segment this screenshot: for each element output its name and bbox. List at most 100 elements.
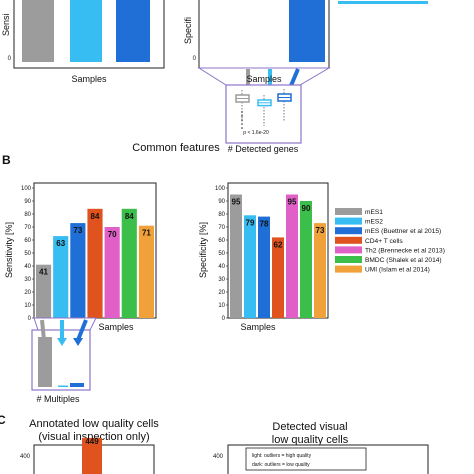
y-tick-label: 70 [24, 225, 31, 231]
y-tick-label: 80 [24, 212, 31, 218]
bar [22, 0, 54, 62]
chart-subtitle: (visual inspection only) [38, 431, 149, 443]
outlier-point [241, 119, 243, 121]
legend-label: BMDC (Shalek et al 2014) [365, 257, 442, 264]
bar [82, 437, 102, 474]
chart-title: Annotated low quality cells [29, 418, 159, 430]
panel-a-specificity-chart: Specifi 0 Samples [183, 0, 330, 94]
panel-label-c: C [0, 413, 6, 427]
y-tick-label: 80 [218, 212, 225, 218]
chart-title: Detected visual [272, 421, 347, 433]
y-tick-label: 90 [218, 199, 225, 205]
plot-frame [227, 444, 429, 474]
y-tick-label: 40 [218, 264, 225, 270]
zoom-arrowhead [73, 338, 83, 346]
y-tick-label: 60 [218, 238, 225, 244]
outlier-point [241, 115, 243, 117]
bar-value-label: 79 [246, 218, 255, 227]
outlier-point [241, 123, 243, 125]
y-tick-label: 50 [218, 251, 225, 257]
panel-c-annotated-chart: Annotated low quality cells (visual insp… [20, 418, 159, 474]
y-axis-label: Sensi [1, 13, 11, 36]
legend-label: Th2 (Brennecke et al 2013) [365, 247, 445, 254]
legend-label: mES (Buettner et al 2015) [365, 228, 441, 235]
legend-swatch [335, 236, 362, 244]
bar [70, 383, 84, 387]
y-tick-label: 100 [215, 186, 226, 192]
inset-x-label: # Detected genes [228, 144, 299, 154]
legend-swatch-fragment [338, 1, 428, 4]
y-tick-label: 0 [8, 56, 12, 62]
bar-value-label: 84 [91, 212, 100, 221]
panel-a-sensitivity-chart: Sensi 0 Samples [1, 0, 165, 84]
y-tick-label: 10 [218, 303, 225, 309]
bar [286, 194, 298, 318]
panel-b-inset: # Multiples [31, 317, 97, 404]
x-axis-label: Samples [98, 322, 134, 332]
y-tick-label: 90 [24, 199, 31, 205]
bar-value-label: 73 [316, 226, 325, 235]
y-axis-label: Specifi [183, 17, 193, 44]
bar-value-label: 70 [108, 230, 117, 239]
legend-swatch [335, 256, 362, 263]
legend-swatch [335, 246, 362, 254]
inset-x-label: # Multiples [36, 394, 80, 404]
outlier-point [241, 127, 243, 129]
bar [272, 237, 284, 318]
bar-value-label: 449 [85, 437, 99, 446]
y-tick-label: 0 [193, 56, 197, 62]
bar [300, 201, 312, 318]
legend-swatch [335, 265, 362, 273]
bar [314, 223, 326, 318]
legend-label: mES2 [365, 219, 383, 226]
plot-frame [13, 0, 165, 69]
bar [53, 236, 69, 318]
y-tick-label: 0 [28, 316, 32, 322]
panel-c-detected-chart: Detected visual low quality cells 400 li… [213, 421, 429, 474]
bar [289, 0, 325, 62]
bar-value-label: 73 [73, 226, 82, 235]
legend-label: mES1 [365, 209, 383, 216]
y-tick-label: 20 [24, 290, 31, 296]
bar [38, 337, 52, 387]
x-axis-label: Samples [240, 322, 276, 332]
panel-b-title: Common features [132, 142, 220, 154]
zoom-arrow [76, 319, 88, 341]
bar-value-label: 62 [274, 240, 283, 249]
bar-value-label: 41 [39, 268, 48, 277]
bar [70, 0, 102, 62]
y-tick-label: 20 [218, 290, 225, 296]
y-tick-label: 10 [24, 303, 31, 309]
bar-value-label: 84 [125, 212, 134, 221]
outlier-point [241, 111, 243, 113]
y-axis-label: Specificity [%] [198, 222, 208, 278]
y-tick-label: 0 [222, 316, 226, 322]
y-tick-label: 70 [218, 225, 225, 231]
legend-label: UMI (Islam et al 2014) [365, 267, 430, 274]
y-tick-label: 400 [213, 454, 224, 460]
y-axis-label: Sensitivity [%] [4, 222, 14, 278]
y-tick-label: 60 [24, 238, 31, 244]
x-axis-label: Samples [246, 74, 282, 84]
chart-subtitle: low quality cells [272, 434, 349, 446]
panel-b-sensitivity-chart: 0 10 20 30 40 50 60 70 80 90 100 41 63 73 84 70 84 71 Se… [4, 182, 157, 332]
bar [138, 225, 154, 318]
zoom-arrowhead [57, 338, 67, 346]
legend-swatch [335, 217, 362, 225]
bar [116, 0, 150, 62]
bar [58, 385, 68, 387]
bar [70, 223, 86, 318]
bar-value-label: 78 [260, 220, 269, 229]
zoom-arrow [40, 319, 46, 341]
legend-swatch [335, 227, 362, 235]
bar-value-label: 95 [232, 198, 241, 207]
y-tick-label: 50 [24, 251, 31, 257]
y-tick-label: 100 [21, 186, 32, 192]
bar-value-label: 90 [302, 204, 311, 213]
bar [258, 216, 270, 318]
panel-b-specificity-chart: 0 10 20 30 40 50 60 70 80 90 100 95 79 78 62 95 90 73 Sp… [198, 182, 329, 332]
bar-value-label: 71 [142, 229, 151, 238]
p-value-annotation: p < 1.6e-20 [243, 130, 269, 136]
bar [36, 264, 52, 318]
